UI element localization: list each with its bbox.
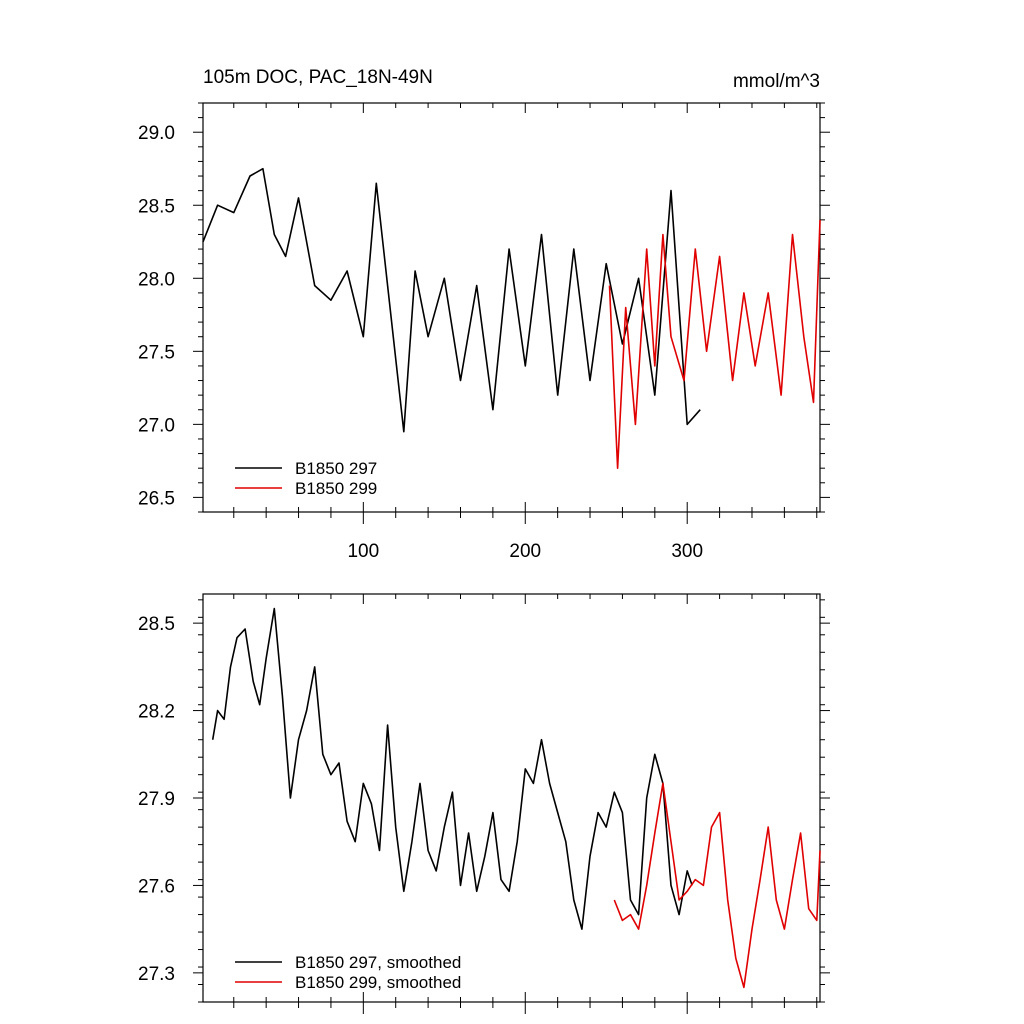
legend-label-2: B1850 299 <box>295 479 377 498</box>
x-tick-label: 200 <box>509 541 541 562</box>
plot-frame <box>202 102 821 513</box>
x-tick-label: 100 <box>347 541 379 562</box>
y-tick-label: 28.2 <box>138 702 175 723</box>
series-line-1 <box>211 607 693 930</box>
legend-label-1: B1850 297 <box>295 459 377 478</box>
y-tick-label: 26.5 <box>138 488 175 509</box>
y-tick-label: 28.0 <box>138 269 175 290</box>
series-line-2 <box>613 782 821 989</box>
y-tick-label: 29.0 <box>138 123 175 144</box>
bottom-panel: 27.3 27.6 27.9 28.2 28.5 B1850 297, smoothedB… <box>138 593 830 1014</box>
legend-label-1: B1850 297, smoothed <box>295 953 461 972</box>
y-tick-label: 27.3 <box>138 964 175 985</box>
y-tick-label: 27.6 <box>138 876 175 897</box>
y-tick-label: 28.5 <box>138 196 175 217</box>
legend-label-2: B1850 299, smoothed <box>295 973 461 992</box>
chart-title: 105m DOC, PAC_18N-49N <box>203 67 433 88</box>
y-tick-label: 27.9 <box>138 789 175 810</box>
y-tick-label: 27.0 <box>138 415 175 436</box>
top-panel: 100 200 300 26.5 27.0 27.5 28.0 28.5 29.0 B1850 2… <box>138 102 830 562</box>
series-line-1 <box>202 167 701 433</box>
y-tick-label: 27.5 <box>138 342 175 363</box>
x-tick-label: 300 <box>671 541 703 562</box>
chart-units: mmol/m^3 <box>733 71 820 92</box>
series-line-2 <box>608 219 821 470</box>
y-tick-label: 28.5 <box>138 614 175 635</box>
plot-frame <box>202 593 821 1003</box>
